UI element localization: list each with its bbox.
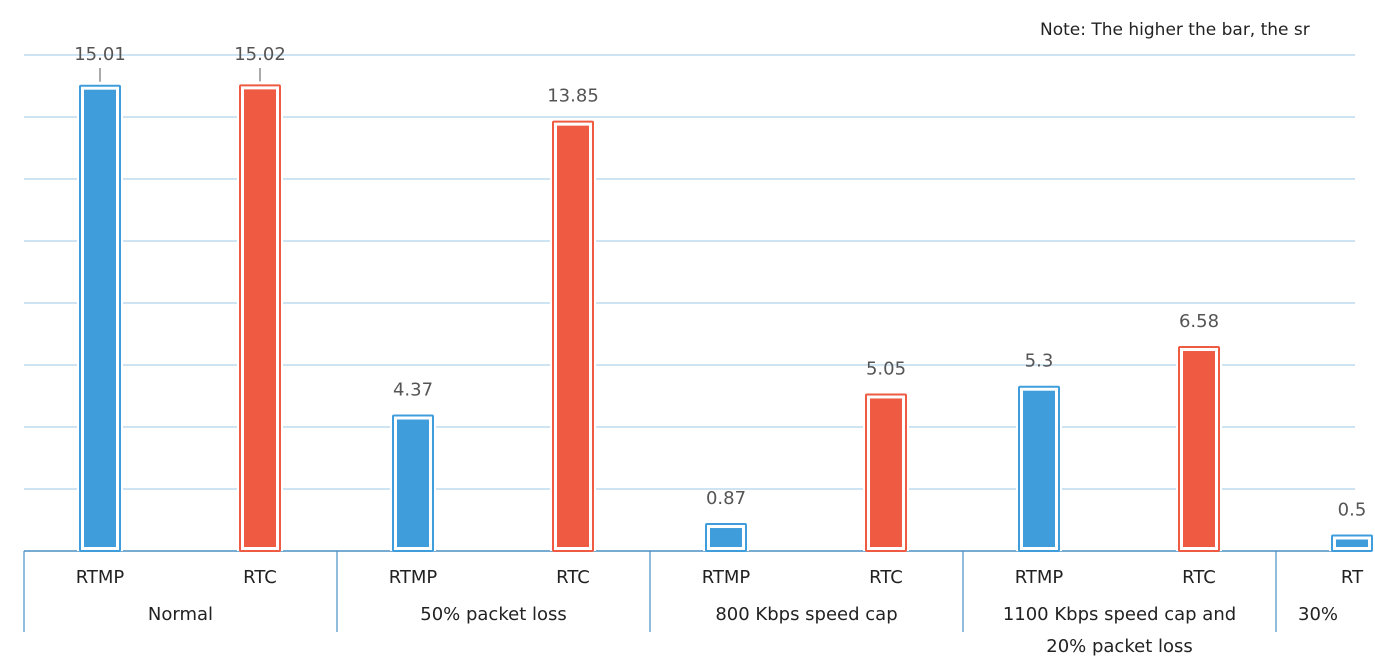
bar-value-label: 15.01 [74,44,126,65]
x-group-label: 1100 Kbps speed cap and [1003,604,1236,625]
bar-value-label: 4.37 [393,380,433,401]
bar [397,419,429,547]
bar [557,125,589,548]
bar-value-label: 15.02 [234,44,286,65]
chart-note: Note: The higher the bar, the sr [1040,20,1310,40]
x-tick-label: RTC [1182,567,1216,588]
x-tick-label: RTC [243,567,277,588]
x-group-label: 30% [1298,604,1338,625]
bar [244,89,276,547]
bar [710,528,742,547]
bar-value-label: 0.87 [706,488,746,509]
x-tick-label: RTMP [702,567,751,588]
x-group-label: 20% packet loss [1046,636,1193,657]
bar [1336,539,1368,547]
bar-value-label: 6.58 [1179,311,1219,332]
x-tick-label: RTMP [76,567,125,588]
x-group-label: 800 Kbps speed cap [715,604,897,625]
x-tick-label: RTMP [389,567,438,588]
x-group-label: Normal [148,604,213,625]
x-tick-label: RT [1341,567,1364,588]
bar [1023,390,1055,547]
x-tick-label: RTC [869,567,903,588]
bar [870,398,902,547]
bar-value-label: 5.05 [866,358,906,379]
bar [84,89,116,547]
bar-value-label: 13.85 [547,86,599,107]
gridlines [24,54,1355,490]
bar-value-label: 0.5 [1338,500,1367,521]
x-tick-label: RTMP [1015,567,1064,588]
bar-value-label: 5.3 [1025,351,1054,372]
bar [1183,351,1215,547]
x-group-label: 50% packet loss [420,604,567,625]
x-tick-label: RTC [556,567,590,588]
